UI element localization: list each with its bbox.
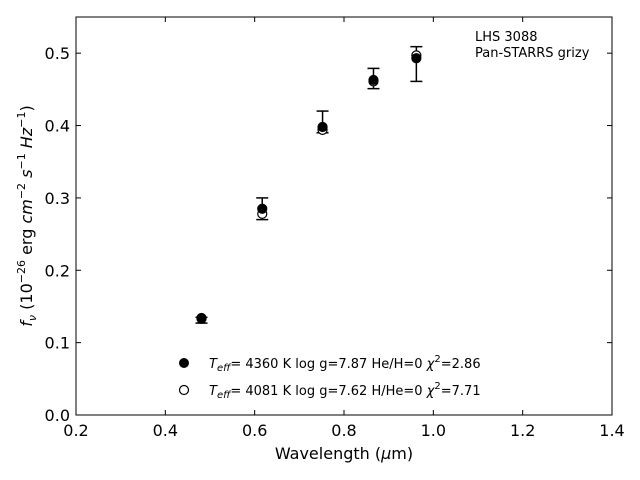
legend-entry-filled: Teff= 4360 K log g=7.87 He/H=0 χ2=2.86 xyxy=(209,354,481,374)
y-tick-label: 0.2 xyxy=(45,261,70,280)
x-tick-label: 1.0 xyxy=(421,421,446,440)
x-tick-label: 0.6 xyxy=(242,421,267,440)
model-point-filled xyxy=(196,313,207,324)
x-tick-label: 0.4 xyxy=(153,421,178,440)
model-point-filled xyxy=(411,53,422,64)
y-tick-label: 0.0 xyxy=(45,406,70,425)
legend-marker-open xyxy=(178,384,190,396)
legend-marker-filled xyxy=(179,358,189,368)
x-tick-label: 1.4 xyxy=(599,421,624,440)
plot-frame xyxy=(75,16,613,416)
y-tick-label: 0.1 xyxy=(45,334,70,353)
legend: Teff= 4360 K log g=7.87 He/H=0 χ2=2.86 T… xyxy=(178,354,481,401)
y-tick-label: 0.3 xyxy=(45,189,70,208)
model-point-filled xyxy=(317,121,328,133)
x-tick-label: 0.2 xyxy=(63,421,88,440)
error-bars xyxy=(195,45,423,324)
x-axis-label: Wavelength (μm) xyxy=(275,444,413,463)
y-axis-label: fν (10−26 erg cm−2 s−1 Hz−1) xyxy=(15,105,39,326)
y-tick-label: 0.5 xyxy=(45,44,70,63)
legend-entry-open: Teff= 4081 K log g=7.62 H/He=0 χ2=7.71 xyxy=(209,381,481,401)
model-point-filled xyxy=(257,203,268,214)
ticks: 0.2 0.4 0.6 0.8 1.0 1.2 1.4 0.0 0.1 0.2 0.3 0.4 0.5 xyxy=(45,17,625,440)
y-tick-label: 0.4 xyxy=(45,117,70,136)
x-tick-label: 0.8 xyxy=(331,421,356,440)
annotation-object: LHS 3088 xyxy=(475,30,538,45)
model-point-filled xyxy=(368,74,379,86)
markers xyxy=(196,50,422,324)
annotation-survey: Pan-STARRS grizy xyxy=(475,46,590,61)
x-tick-label: 1.2 xyxy=(510,421,535,440)
